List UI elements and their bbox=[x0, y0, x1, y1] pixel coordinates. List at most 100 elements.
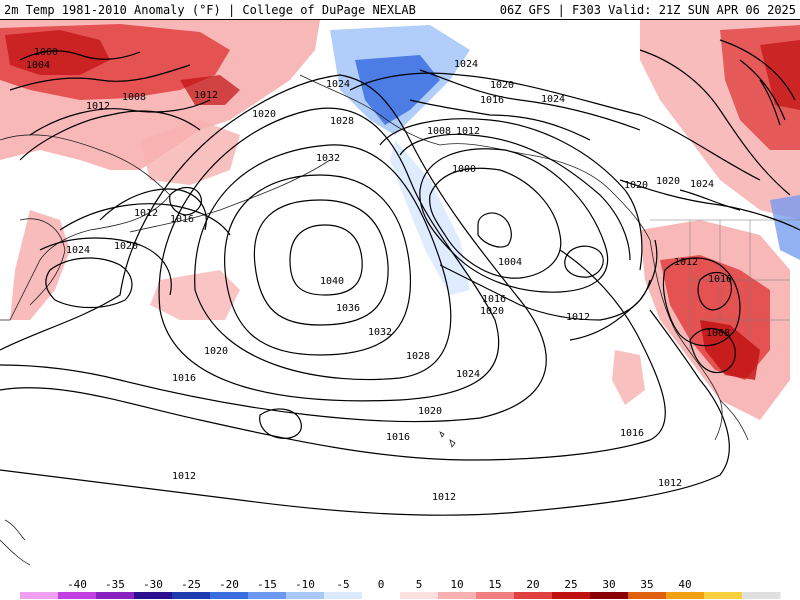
legend-swatch bbox=[400, 592, 439, 599]
legend-tick-label: 10 bbox=[450, 578, 463, 591]
isobar-label: 1008 bbox=[706, 328, 730, 339]
anomaly-very-hot-siberia-2 bbox=[180, 75, 240, 105]
map-panel: 1000 1004 1008 1012 1012 1020 1024 1028 … bbox=[0, 20, 800, 576]
isobar-label: 1016 bbox=[386, 432, 410, 443]
isobar-label: 1004 bbox=[26, 60, 50, 71]
legend-swatch bbox=[590, 592, 629, 599]
isobar-label: 1020 bbox=[490, 80, 514, 91]
coast-hawaii bbox=[439, 431, 456, 448]
isobar-label: 1036 bbox=[336, 303, 360, 314]
isobar-label: 1020 bbox=[624, 180, 648, 191]
isobar-1008-siberia bbox=[29, 99, 211, 136]
coast-alaska bbox=[299, 74, 651, 241]
legend-tick-label: 40 bbox=[678, 578, 691, 591]
legend-tick-label: -20 bbox=[219, 578, 239, 591]
isobar-1016 bbox=[0, 249, 666, 461]
isobar-label: 1020 bbox=[252, 109, 276, 120]
isobar-label: 1040 bbox=[320, 276, 344, 287]
isobar-canada-contours bbox=[719, 39, 796, 126]
legend-swatch bbox=[476, 592, 515, 599]
isobar-label: 1004 bbox=[498, 257, 522, 268]
isobar-label: 1012 bbox=[456, 126, 480, 137]
legend-swatches bbox=[20, 592, 781, 599]
isobar-label: 1024 bbox=[456, 369, 480, 380]
isobar-canada-outer bbox=[639, 49, 791, 196]
isobar-label: 1028 bbox=[330, 116, 354, 127]
isobar-1004-siberia bbox=[9, 64, 191, 91]
isobar-1012 bbox=[0, 309, 730, 516]
isobar-label: 1032 bbox=[368, 327, 392, 338]
legend-swatch bbox=[210, 592, 249, 599]
isobar-1000-core-2 bbox=[564, 245, 604, 278]
legend-swatch bbox=[58, 592, 97, 599]
isobar-1040-high bbox=[289, 224, 363, 296]
legend-tick-label: -25 bbox=[181, 578, 201, 591]
legend-tick-labels: -40 -35 -30 -25 -20 -15 -10 -5 0 5 10 15 20 25 30 35 40 bbox=[67, 578, 692, 591]
legend-swatch bbox=[438, 592, 477, 599]
isobar-1012-alaska bbox=[379, 118, 643, 271]
anomaly-warm-central-pacific bbox=[150, 270, 240, 320]
anomaly-warm-kamchatka bbox=[10, 210, 70, 320]
isobar-1024 bbox=[158, 107, 500, 402]
isobar-1000-low bbox=[429, 167, 562, 279]
legend-swatch bbox=[514, 592, 553, 599]
anomaly-warm-bering bbox=[140, 120, 240, 185]
isobar-label: 1008 bbox=[427, 126, 451, 137]
isobar-1004 bbox=[419, 148, 609, 293]
temperature-anomaly-shading bbox=[0, 20, 800, 420]
isobar-1020-asia bbox=[39, 237, 172, 296]
isobar-label: 1024 bbox=[454, 59, 478, 70]
isobar-label: 1020 bbox=[480, 306, 504, 317]
isobar-label: 1024 bbox=[326, 79, 350, 90]
isobar-label: 1000 bbox=[34, 47, 58, 58]
legend-swatch bbox=[666, 592, 705, 599]
coast-baja bbox=[719, 399, 749, 441]
legend-tick-label: -15 bbox=[257, 578, 277, 591]
temperature-anomaly-legend: -40 -35 -30 -25 -20 -15 -10 -5 0 5 10 15 20 25 30 35 40 bbox=[0, 576, 800, 600]
isobar-1008-california bbox=[689, 327, 736, 374]
isobar-label: 1024 bbox=[541, 94, 565, 105]
legend-tick-label: -35 bbox=[105, 578, 125, 591]
isobar-label: 1032 bbox=[316, 153, 340, 164]
isobar-label: 1012 bbox=[432, 492, 456, 503]
isobar-label: 1020 bbox=[656, 176, 680, 187]
isobar-label: 1000 bbox=[452, 164, 476, 175]
coast-japan bbox=[0, 519, 31, 566]
legend-colorbar: -40 -35 -30 -25 -20 -15 -10 -5 0 5 10 15 20 25 30 35 40 bbox=[20, 578, 781, 599]
coast-west-us bbox=[649, 239, 723, 441]
isobars bbox=[0, 39, 800, 516]
legend-swatch bbox=[20, 592, 59, 599]
isobar-1020 bbox=[0, 74, 547, 423]
anomaly-warm-baja bbox=[612, 350, 645, 405]
isobar-label: 1012 bbox=[674, 257, 698, 268]
legend-swatch bbox=[134, 592, 173, 599]
isobar-1020-canada bbox=[619, 179, 800, 231]
coast-kamchatka bbox=[19, 218, 66, 306]
legend-tick-label: -40 bbox=[67, 578, 87, 591]
isobar-label: 1012 bbox=[658, 478, 682, 489]
legend-swatch bbox=[286, 592, 325, 599]
legend-swatch bbox=[172, 592, 211, 599]
legend-tick-label: 15 bbox=[488, 578, 501, 591]
isobar-1012-east-pacific bbox=[569, 239, 658, 341]
coast-asia bbox=[0, 134, 171, 321]
isobar-label: 1012 bbox=[566, 312, 590, 323]
isobar-label: 1012 bbox=[86, 101, 110, 112]
isobar-1012-west-us bbox=[662, 257, 741, 347]
isobar-1020-north bbox=[419, 69, 641, 131]
legend-swatch bbox=[324, 592, 363, 599]
isobar-label: 1016 bbox=[480, 95, 504, 106]
legend-tick-label: 30 bbox=[602, 578, 615, 591]
isobar-1008-alaska bbox=[399, 133, 631, 261]
anomaly-very-hot-siberia bbox=[5, 30, 110, 75]
anomaly-cold-alaska bbox=[355, 55, 440, 125]
isobar-1032 bbox=[224, 174, 412, 356]
isobar-1024-asia bbox=[45, 257, 133, 309]
legend-swatch bbox=[248, 592, 287, 599]
isobar-1016-north bbox=[409, 99, 591, 141]
isobar-label: 1020 bbox=[114, 241, 138, 252]
legend-tick-label: 0 bbox=[378, 578, 385, 591]
legend-swatch bbox=[704, 592, 743, 599]
isobar-label: 1016 bbox=[170, 214, 194, 225]
isobar-label: 1012 bbox=[134, 208, 158, 219]
